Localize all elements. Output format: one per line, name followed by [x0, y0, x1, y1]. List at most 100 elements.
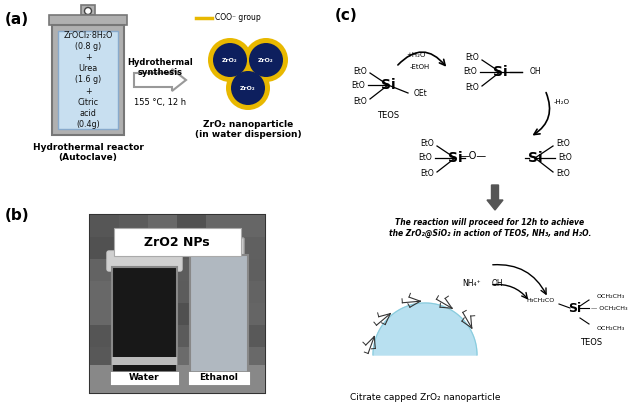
Text: EtO: EtO — [465, 83, 479, 92]
Text: +H₂O: +H₂O — [406, 52, 426, 58]
Circle shape — [244, 38, 288, 82]
Text: -EtOH: -EtOH — [410, 64, 430, 70]
Text: Si: Si — [568, 302, 582, 315]
FancyBboxPatch shape — [177, 259, 207, 282]
FancyBboxPatch shape — [112, 357, 177, 365]
Text: H₃CH₂CO: H₃CH₂CO — [527, 298, 555, 302]
Text: Citrate capped ZrO₂ nanoparticle: Citrate capped ZrO₂ nanoparticle — [349, 393, 500, 402]
FancyArrow shape — [134, 69, 186, 91]
FancyBboxPatch shape — [194, 238, 244, 258]
FancyBboxPatch shape — [148, 325, 178, 348]
FancyBboxPatch shape — [177, 325, 207, 348]
Text: (a): (a) — [5, 12, 29, 27]
FancyBboxPatch shape — [119, 369, 149, 392]
FancyBboxPatch shape — [148, 215, 178, 238]
Circle shape — [226, 66, 270, 110]
Text: Ethanol: Ethanol — [200, 374, 239, 383]
Text: ZrO₂: ZrO₂ — [222, 57, 238, 63]
Text: EtO: EtO — [558, 153, 572, 162]
Text: EtO: EtO — [463, 68, 477, 77]
FancyBboxPatch shape — [90, 325, 120, 348]
FancyBboxPatch shape — [235, 237, 265, 260]
FancyBboxPatch shape — [190, 255, 248, 375]
FancyBboxPatch shape — [90, 259, 120, 282]
FancyBboxPatch shape — [235, 325, 265, 348]
Circle shape — [208, 38, 252, 82]
FancyBboxPatch shape — [112, 267, 177, 375]
FancyBboxPatch shape — [114, 228, 241, 256]
Text: Si: Si — [528, 151, 542, 165]
FancyBboxPatch shape — [148, 259, 178, 282]
FancyBboxPatch shape — [90, 281, 120, 304]
FancyBboxPatch shape — [235, 347, 265, 370]
FancyBboxPatch shape — [52, 25, 124, 135]
FancyBboxPatch shape — [90, 215, 120, 238]
FancyBboxPatch shape — [119, 215, 149, 238]
FancyBboxPatch shape — [235, 259, 265, 282]
Circle shape — [213, 43, 247, 77]
FancyBboxPatch shape — [148, 303, 178, 326]
Text: EtO: EtO — [556, 140, 570, 149]
Text: 155 °C, 12 h: 155 °C, 12 h — [134, 98, 186, 107]
FancyBboxPatch shape — [235, 281, 265, 304]
FancyBboxPatch shape — [119, 347, 149, 370]
FancyBboxPatch shape — [110, 371, 179, 385]
FancyBboxPatch shape — [90, 369, 120, 392]
Text: ZrO₂: ZrO₂ — [240, 85, 256, 90]
FancyBboxPatch shape — [206, 347, 236, 370]
Text: NH₄⁺: NH₄⁺ — [463, 280, 481, 289]
FancyBboxPatch shape — [90, 215, 265, 393]
Text: OH: OH — [529, 68, 541, 77]
FancyBboxPatch shape — [177, 215, 207, 238]
Text: (c): (c) — [335, 8, 358, 23]
Text: EtO: EtO — [353, 96, 367, 105]
Text: OCH₂CH₃: OCH₂CH₃ — [597, 293, 625, 298]
Text: OEt: OEt — [413, 88, 427, 98]
FancyBboxPatch shape — [107, 251, 182, 271]
Text: — OCH₂CH₃: — OCH₂CH₃ — [591, 306, 627, 311]
Text: EtO: EtO — [556, 169, 570, 179]
FancyBboxPatch shape — [119, 281, 149, 304]
FancyBboxPatch shape — [177, 347, 207, 370]
FancyBboxPatch shape — [206, 325, 236, 348]
FancyBboxPatch shape — [206, 281, 236, 304]
Text: Si: Si — [448, 151, 462, 165]
Text: COO⁻ group: COO⁻ group — [215, 13, 260, 22]
FancyBboxPatch shape — [148, 369, 178, 392]
FancyBboxPatch shape — [58, 31, 118, 129]
Text: Si: Si — [493, 65, 508, 79]
Text: —O—: —O— — [460, 151, 486, 161]
Text: TEOS: TEOS — [377, 111, 399, 120]
FancyArrow shape — [487, 185, 503, 210]
FancyBboxPatch shape — [235, 215, 265, 238]
FancyBboxPatch shape — [119, 259, 149, 282]
FancyBboxPatch shape — [148, 347, 178, 370]
FancyBboxPatch shape — [90, 303, 120, 326]
FancyBboxPatch shape — [235, 369, 265, 392]
FancyBboxPatch shape — [90, 237, 120, 260]
FancyBboxPatch shape — [235, 303, 265, 326]
Text: OH: OH — [491, 278, 503, 287]
FancyBboxPatch shape — [177, 281, 207, 304]
Polygon shape — [373, 303, 477, 355]
Circle shape — [231, 71, 265, 105]
FancyBboxPatch shape — [177, 369, 207, 392]
Text: The reaction will proceed for 12h to achieve
the ZrO₂@SiO₂ in action of TEOS, NH: The reaction will proceed for 12h to ach… — [389, 218, 591, 238]
Text: ZrO₂: ZrO₂ — [258, 57, 274, 63]
FancyBboxPatch shape — [206, 259, 236, 282]
Text: EtO: EtO — [465, 53, 479, 63]
FancyBboxPatch shape — [90, 347, 120, 370]
FancyBboxPatch shape — [148, 281, 178, 304]
FancyBboxPatch shape — [206, 237, 236, 260]
Circle shape — [84, 7, 92, 15]
Text: Si: Si — [381, 78, 396, 92]
Circle shape — [249, 43, 283, 77]
FancyBboxPatch shape — [119, 325, 149, 348]
Text: -H₂O: -H₂O — [554, 99, 570, 105]
Text: EtO: EtO — [351, 81, 365, 90]
FancyBboxPatch shape — [206, 215, 236, 238]
FancyBboxPatch shape — [90, 365, 265, 393]
FancyBboxPatch shape — [119, 237, 149, 260]
FancyBboxPatch shape — [177, 237, 207, 260]
Text: Water: Water — [129, 374, 159, 383]
